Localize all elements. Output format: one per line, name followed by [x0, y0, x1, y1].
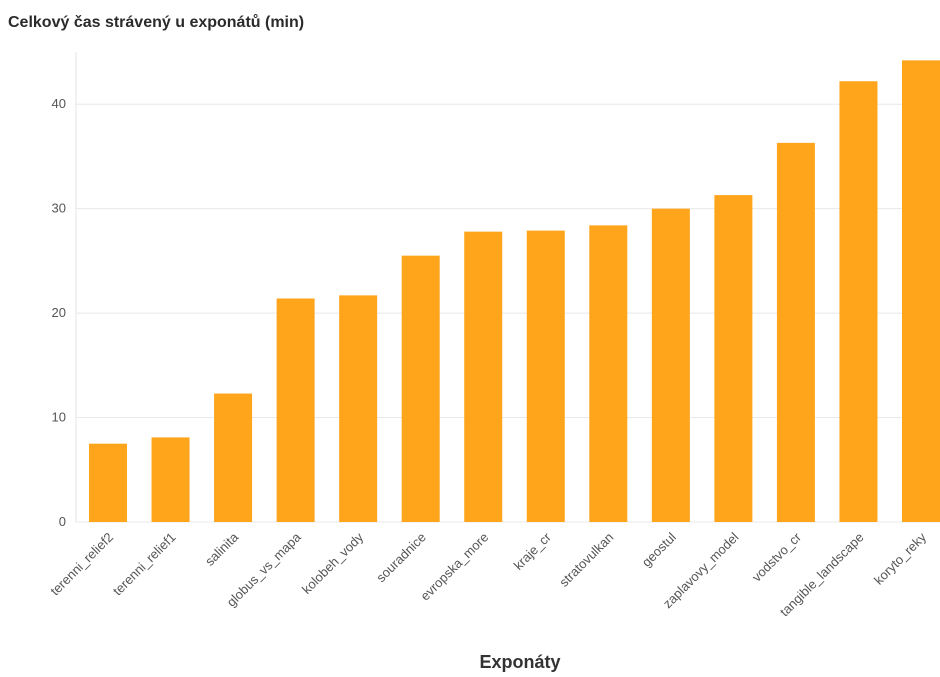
x-tick-label: kraje_cr [511, 529, 555, 573]
bar-terenni_relief2 [89, 443, 127, 522]
y-tick-label: 40 [52, 96, 66, 111]
y-tick-label: 10 [52, 410, 66, 425]
bar-koryto_reky [902, 60, 940, 522]
bar-vodstvo_cr [776, 142, 815, 522]
x-tick-label: evropska_more [417, 530, 491, 604]
y-tick-label: 0 [59, 514, 66, 529]
bar-terenni_relief1 [151, 437, 190, 522]
x-tick-label: vodstvo_cr [749, 529, 805, 585]
bar-souradnice [401, 255, 440, 522]
bar-geostul [651, 208, 690, 522]
bar-stratovulkan [589, 225, 628, 522]
bar-salinita [214, 393, 253, 522]
x-tick-label: geostul [639, 529, 679, 569]
bar-evropska_more [464, 231, 503, 522]
x-tick-label: salinita [202, 529, 242, 569]
bar-kolobeh_vody [339, 295, 378, 522]
x-tick-label: koryto_reky [871, 529, 929, 587]
y-tick-label: 30 [52, 201, 66, 216]
x-tick-label: souradnice [373, 530, 429, 586]
x-tick-label: terenni_relief1 [110, 530, 179, 599]
y-tick-label: 20 [52, 305, 66, 320]
x-tick-label: terenni_relief2 [47, 530, 116, 599]
bar-kraje_cr [526, 230, 565, 522]
x-tick-label: kolobeh_vody [299, 529, 367, 597]
x-tick-label: stratovulkan [556, 530, 616, 590]
x-axis-label: Exponáty [479, 652, 560, 672]
bar-zaplavovy_model [714, 195, 753, 523]
bars [89, 60, 940, 523]
chart-title: Celkový čas strávený u exponátů (min) [8, 14, 305, 31]
bar-globus_vs_mapa [276, 298, 315, 522]
y-axis-ticks: 0 10 20 30 40 [52, 96, 66, 529]
bar-tangible_landscape [839, 81, 878, 522]
